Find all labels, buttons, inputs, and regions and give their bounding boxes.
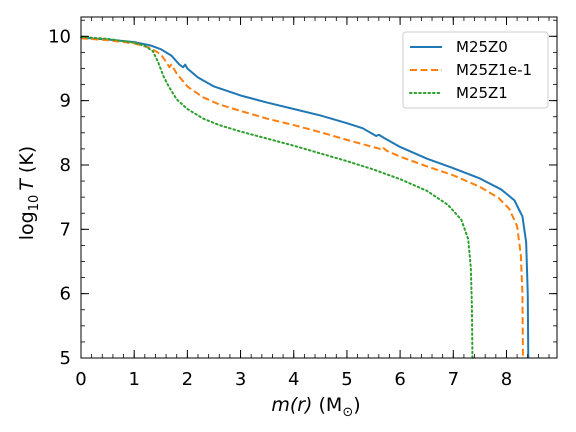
legend: M25Z0 M25Z1e-1 M25Z1	[402, 31, 549, 109]
y-tick-label: 10	[48, 26, 71, 47]
series-line-m25z1	[80, 35, 474, 359]
y-tick-label: 7	[60, 219, 71, 240]
x-axis-label: m(r) (M⊙)	[271, 394, 360, 420]
y-tick-label: 9	[60, 91, 71, 112]
series-line-m25z0	[80, 36, 530, 359]
y-tick-label: 6	[60, 284, 71, 305]
x-tick-label: 8	[501, 369, 512, 390]
series-layer	[80, 35, 530, 359]
y-tick-label: 8	[60, 155, 71, 176]
x-tick-label: 4	[288, 369, 299, 390]
x-tick-label: 1	[128, 369, 139, 390]
x-tick-label: 7	[448, 369, 459, 390]
y-axis-label: log10T (K)	[16, 146, 42, 240]
x-tick-label: 6	[394, 369, 405, 390]
x-tick-label: 5	[341, 369, 352, 390]
x-tick-label: 0	[75, 369, 86, 390]
legend-label-m25z1e-1: M25Z1e-1	[456, 61, 532, 79]
y-tick-label: 5	[60, 348, 71, 369]
x-tick-label: 3	[235, 369, 246, 390]
legend-entries: M25Z0 M25Z1e-1 M25Z1	[409, 38, 532, 102]
legend-label-m25z1: M25Z1	[456, 84, 508, 102]
legend-box	[402, 31, 549, 109]
legend-label-m25z0: M25Z0	[456, 38, 508, 56]
plot-frame	[80, 16, 558, 359]
x-tick-label: 2	[182, 369, 193, 390]
series-line-m25z1e-1	[80, 37, 524, 359]
